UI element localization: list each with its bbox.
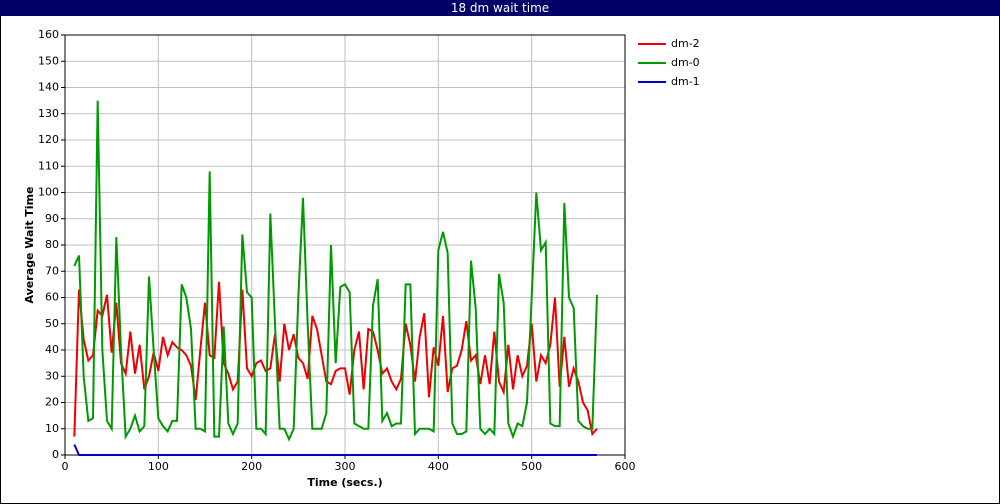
x-tick-label: 100 — [148, 460, 169, 473]
y-tick-label: 20 — [45, 396, 59, 409]
y-tick-label: 160 — [38, 28, 59, 41]
y-tick-label: 40 — [45, 343, 59, 356]
y-tick-label: 150 — [38, 54, 59, 67]
x-tick-label: 0 — [62, 460, 69, 473]
series-line — [73, 444, 597, 456]
y-tick-label: 110 — [38, 159, 59, 172]
y-tick-label: 70 — [45, 264, 59, 277]
legend-label: dm-0 — [671, 56, 700, 69]
x-axis-label: Time (secs.) — [307, 476, 382, 489]
y-tick-label: 50 — [45, 317, 59, 330]
y-tick-label: 90 — [45, 212, 59, 225]
legend-label: dm-1 — [671, 75, 700, 88]
legend-label: dm-2 — [671, 37, 700, 50]
y-tick-label: 130 — [38, 107, 59, 120]
x-tick-label: 500 — [521, 460, 542, 473]
chart-title: 18 dm wait time — [451, 1, 549, 15]
y-tick-label: 30 — [45, 369, 59, 382]
y-tick-label: 0 — [52, 448, 59, 461]
x-tick-label: 200 — [241, 460, 262, 473]
y-tick-label: 60 — [45, 291, 59, 304]
x-tick-label: 600 — [615, 460, 636, 473]
y-tick-label: 100 — [38, 186, 59, 199]
series-line — [73, 100, 598, 442]
x-tick-label: 300 — [335, 460, 356, 473]
y-tick-label: 120 — [38, 133, 59, 146]
y-tick-label: 10 — [45, 422, 59, 435]
title-bar — [0, 0, 1000, 16]
y-tick-label: 140 — [38, 81, 59, 94]
series-line — [73, 281, 598, 437]
y-tick-label: 80 — [45, 238, 59, 251]
x-tick-label: 400 — [428, 460, 449, 473]
y-axis-label: Average Wait Time — [23, 187, 36, 304]
